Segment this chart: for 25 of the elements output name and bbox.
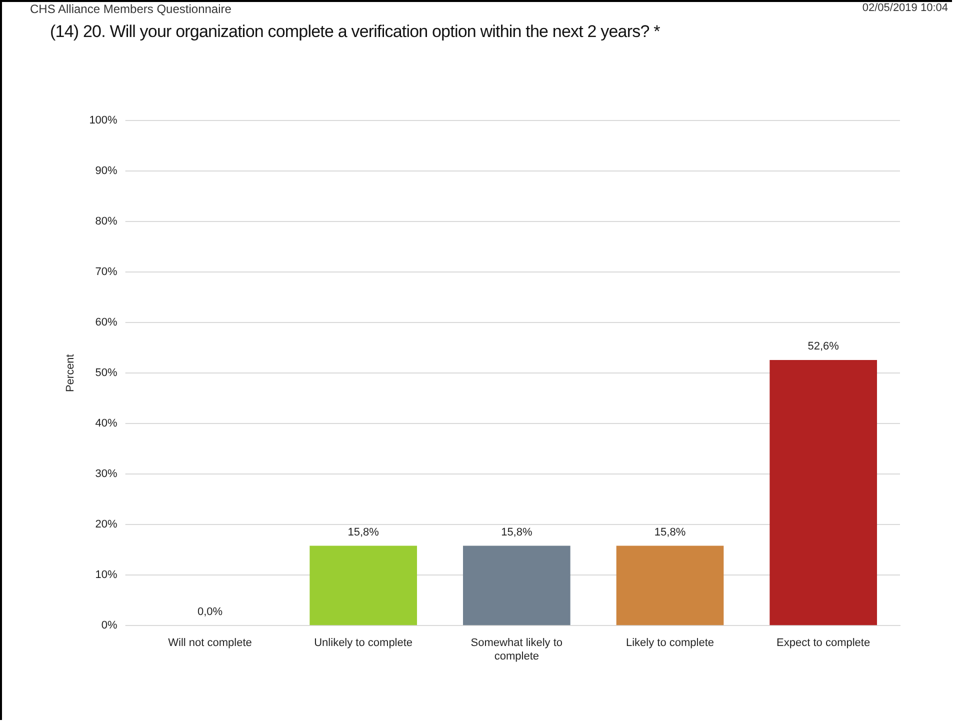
y-axis-title: Percent xyxy=(64,354,77,392)
x-tick-label: Unlikely to complete xyxy=(314,637,413,650)
x-tick-label: Somewhat likely to complete xyxy=(470,637,563,662)
x-tick-label: Expect to complete xyxy=(776,637,870,650)
text: 02/05/2019 10:04 xyxy=(862,2,948,14)
data-label: 15,8% xyxy=(348,526,380,538)
y-tick-label: 100% xyxy=(89,114,118,127)
y-tick-label: 70% xyxy=(95,266,118,278)
y-tick-label: 80% xyxy=(95,216,118,228)
data-label: 52,6% xyxy=(808,340,840,352)
chart-title: (14) 20. Will your organization complete a verification option within the next 2 years? * xyxy=(50,22,660,42)
y-tick-label: 90% xyxy=(95,165,118,178)
y-tick-label: 20% xyxy=(95,518,118,531)
y-tick-label: 0% xyxy=(101,620,118,632)
x-tick-label: Likely to complete xyxy=(626,637,714,650)
data-label: 0,0% xyxy=(197,606,223,618)
y-tick-label: 30% xyxy=(95,468,118,480)
data-label: 15,8% xyxy=(501,526,532,538)
y-tick-label: 60% xyxy=(95,316,118,329)
data-label: 15,8% xyxy=(654,526,686,538)
text: CHS Alliance Members Questionnaire xyxy=(30,2,232,16)
x-tick-label: Will not complete xyxy=(168,637,252,650)
y-tick-label: 50% xyxy=(95,367,118,380)
y-tick-label: 40% xyxy=(95,418,118,430)
y-tick-label: 10% xyxy=(95,569,118,582)
